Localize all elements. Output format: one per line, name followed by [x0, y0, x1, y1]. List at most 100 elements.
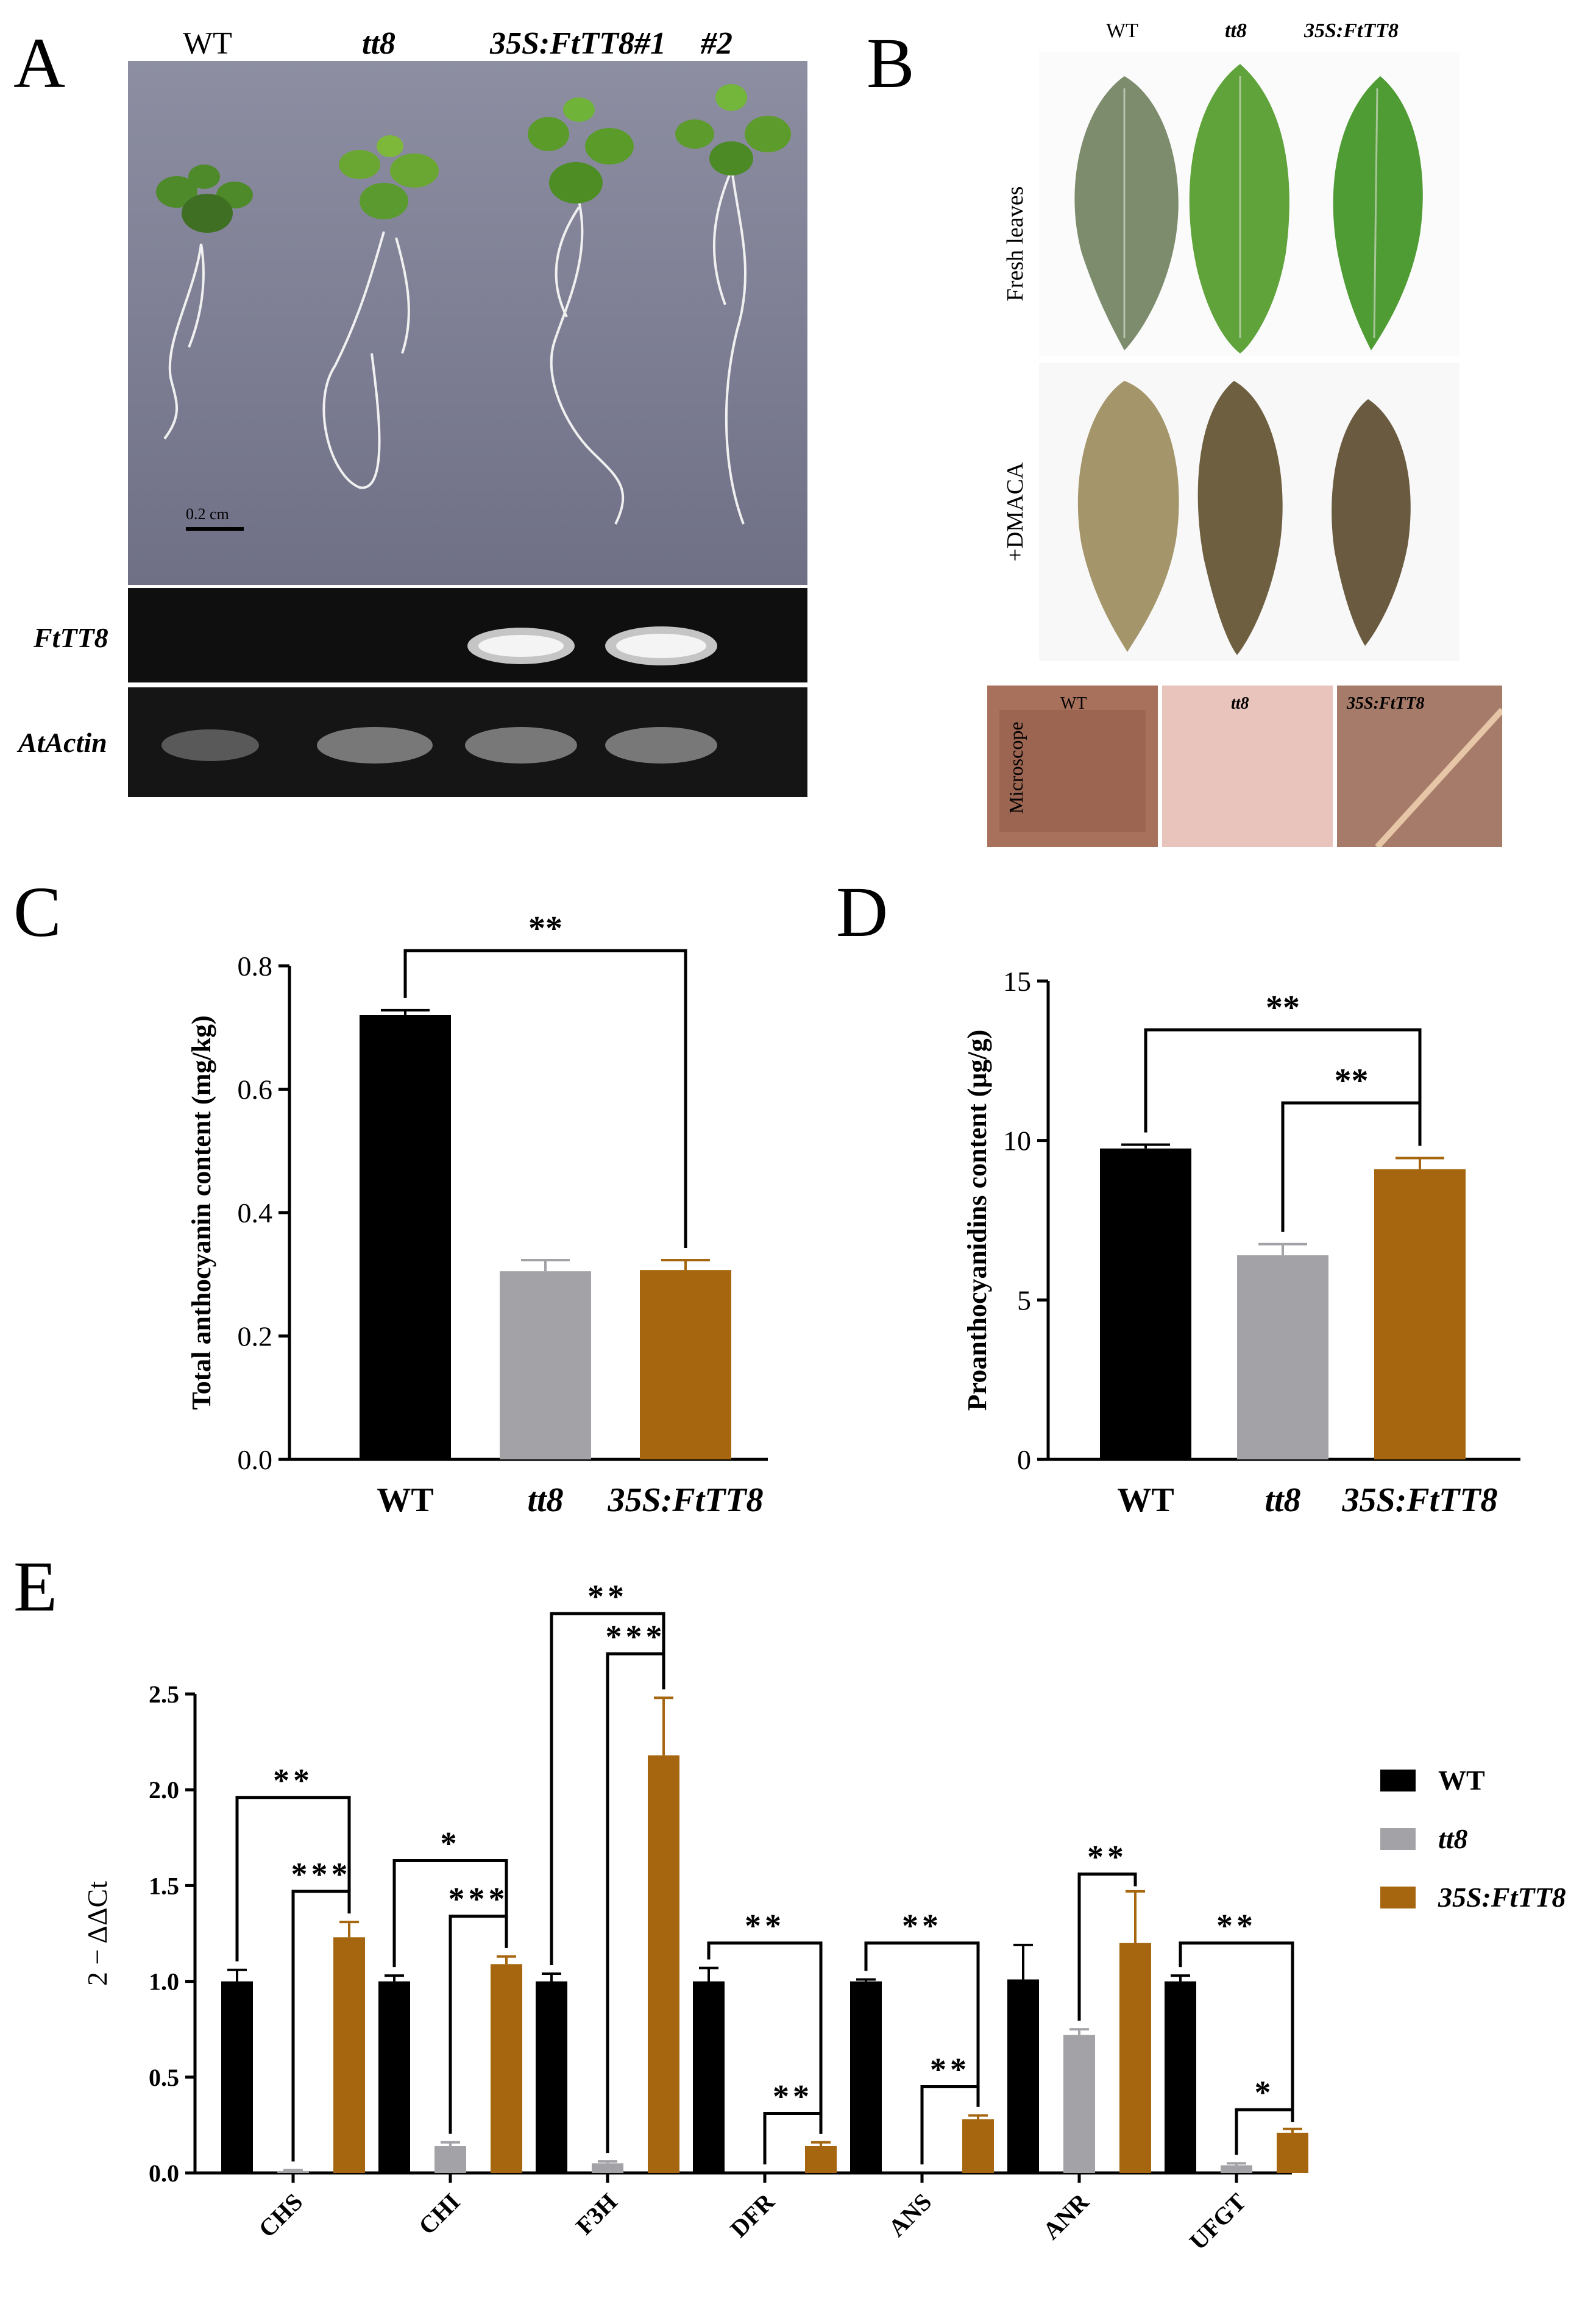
- y-tick-label: 0.0: [149, 2160, 179, 2187]
- genotype-label-tt8: tt8: [362, 26, 395, 61]
- significance-label: *: [441, 1826, 461, 1862]
- y-tick-label: 1.5: [149, 1872, 179, 1899]
- significance-label: **: [528, 914, 562, 948]
- y-tick-label: 0.6: [238, 1074, 273, 1105]
- significance-bracket: [291, 1890, 351, 2162]
- b-genotype-wt: WT: [1106, 19, 1138, 42]
- x-tick-label: tt8: [527, 1481, 563, 1519]
- bar-CHS-WT: [221, 1981, 253, 2173]
- dmaca-leaves-photo: [1039, 363, 1459, 661]
- legend-swatch-WT: [1380, 1770, 1416, 1791]
- significance-bracket: [1144, 1028, 1422, 1146]
- significance-bracket: [920, 2085, 980, 2164]
- bar-ANR-tt8: [1063, 2035, 1095, 2173]
- gel-ftt8: [128, 588, 807, 682]
- gel-label-ftt8: FtTT8: [34, 622, 108, 653]
- y-tick-label: 10: [1003, 1125, 1031, 1157]
- y-tick-label: 5: [1017, 1285, 1031, 1316]
- y-axis-label: 2 − ΔΔCt: [82, 1881, 113, 1986]
- significance-bracket: [392, 1859, 508, 1968]
- bar-DFR-35S:FtTT8: [805, 2146, 837, 2173]
- bar-35S:FtTT8: [1374, 1169, 1466, 1459]
- x-tick-label: WT: [377, 1481, 433, 1519]
- significance-bracket: [403, 949, 687, 1248]
- bar-UFGT-WT: [1165, 1981, 1196, 2173]
- panel-letter-d: D: [836, 872, 888, 952]
- bar-CHS-tt8: [277, 2171, 309, 2173]
- bar-WT: [1100, 1148, 1191, 1459]
- microscope-photos: WT tt8 35S:FtTT8: [987, 686, 1502, 847]
- bar-F3H-35S:FtTT8: [648, 1755, 679, 2173]
- x-tick-label: 35S:FtTT8: [607, 1481, 763, 1519]
- b-genotype-tt8: tt8: [1225, 19, 1247, 42]
- scale-bar-label: 0.2 cm: [186, 505, 229, 523]
- x-tick-label: 35S:FtTT8: [1341, 1481, 1497, 1519]
- x-tick-label: UFGT: [1184, 2188, 1252, 2255]
- chart-d: 0 5 10 15 Proanthocyanidins content (μg/g) WT…: [962, 966, 1520, 1519]
- bar-ANR-35S:FtTT8: [1119, 1943, 1151, 2173]
- panel-letter-a: A: [13, 23, 66, 103]
- y-tick-label: 0.8: [238, 951, 273, 982]
- significance-label: **: [1266, 989, 1300, 1027]
- x-tick-label: CHI: [413, 2188, 465, 2240]
- significance-label: ***: [449, 1881, 509, 1918]
- x-tick-label: ANS: [883, 2188, 937, 2242]
- micro-label-ftt8: 35S:FtTT8: [1346, 694, 1425, 713]
- bar-CHS-35S:FtTT8: [333, 1937, 365, 2173]
- significance-bracket: [1235, 2108, 1294, 2155]
- y-tick-label: 1.0: [149, 1968, 179, 1996]
- x-tick-label: F3H: [570, 2188, 622, 2240]
- row-label-microscope: Microscope: [1005, 721, 1027, 813]
- significance-label: **: [587, 1584, 628, 1615]
- b-row-labels: Fresh leaves +DMACA Microscope: [1002, 186, 1028, 814]
- y-tick-label: 0.2: [238, 1321, 273, 1352]
- significance-label: **: [902, 1908, 942, 1944]
- bar-CHI-tt8: [434, 2146, 466, 2173]
- bar-CHI-35S:FtTT8: [491, 1964, 522, 2173]
- x-tick-label: WT: [1117, 1481, 1174, 1519]
- significance-label: ***: [291, 1856, 352, 1893]
- significance-label: **: [930, 2052, 970, 2088]
- significance-bracket: [763, 2112, 823, 2164]
- bar-ANR-WT: [1007, 1979, 1039, 2173]
- bar-CHI-WT: [378, 1981, 410, 2173]
- chart-c: 0.0 0.2 0.4 0.6 0.8 Total anthocyanin content…: [186, 914, 768, 1519]
- bar-tt8: [500, 1271, 591, 1459]
- bar-DFR-WT: [693, 1981, 725, 2173]
- x-tick-label: ANR: [1037, 2188, 1094, 2245]
- genotype-label-wt: WT: [183, 26, 232, 61]
- significance-bracket: [1281, 1101, 1422, 1232]
- genotype-label-ftt8-2: #2: [701, 26, 732, 61]
- bar-UFGT-tt8: [1221, 2165, 1252, 2173]
- significance-bracket: [235, 1796, 351, 1961]
- significance-label: **: [1087, 1839, 1127, 1876]
- legend-label: WT: [1438, 1765, 1485, 1796]
- bar-ANS-WT: [850, 1981, 882, 2173]
- significance-label: **: [773, 2078, 813, 2115]
- legend-label: 35S:FtTT8: [1438, 1882, 1566, 1913]
- significance-label: *: [1255, 2074, 1275, 2111]
- y-tick-label: 0: [1017, 1444, 1031, 1475]
- significance-bracket: [550, 1612, 665, 1966]
- significance-label: **: [273, 1762, 313, 1799]
- gel-label-atactin: AtActin: [18, 727, 107, 758]
- panel-letter-b: B: [867, 23, 915, 103]
- significance-label: ***: [606, 1618, 666, 1655]
- seedling-photo: 0.2 cm: [128, 61, 807, 585]
- y-tick-label: 0.0: [238, 1444, 273, 1475]
- y-axis-label: Total anthocyanin content (mg/kg): [186, 1015, 216, 1409]
- significance-label: **: [1216, 1908, 1257, 1944]
- significance-label: **: [745, 1908, 785, 1944]
- y-tick-label: 2.5: [149, 1681, 179, 1708]
- significance-label: **: [1335, 1062, 1369, 1100]
- gel-atactin: [128, 687, 807, 797]
- bar-ANS-35S:FtTT8: [962, 2119, 994, 2173]
- genotype-label-ftt8-1: 35S:FtTT8#1: [490, 26, 666, 61]
- significance-bracket: [1077, 1873, 1137, 2021]
- micro-label-tt8: tt8: [1231, 694, 1249, 713]
- y-axis-label: Proanthocyanidins content (μg/g): [962, 1030, 992, 1411]
- y-tick-label: 0.5: [149, 2064, 179, 2091]
- bar-F3H-WT: [536, 1981, 567, 2173]
- panel-letter-c: C: [13, 872, 62, 952]
- y-tick-label: 15: [1003, 966, 1031, 997]
